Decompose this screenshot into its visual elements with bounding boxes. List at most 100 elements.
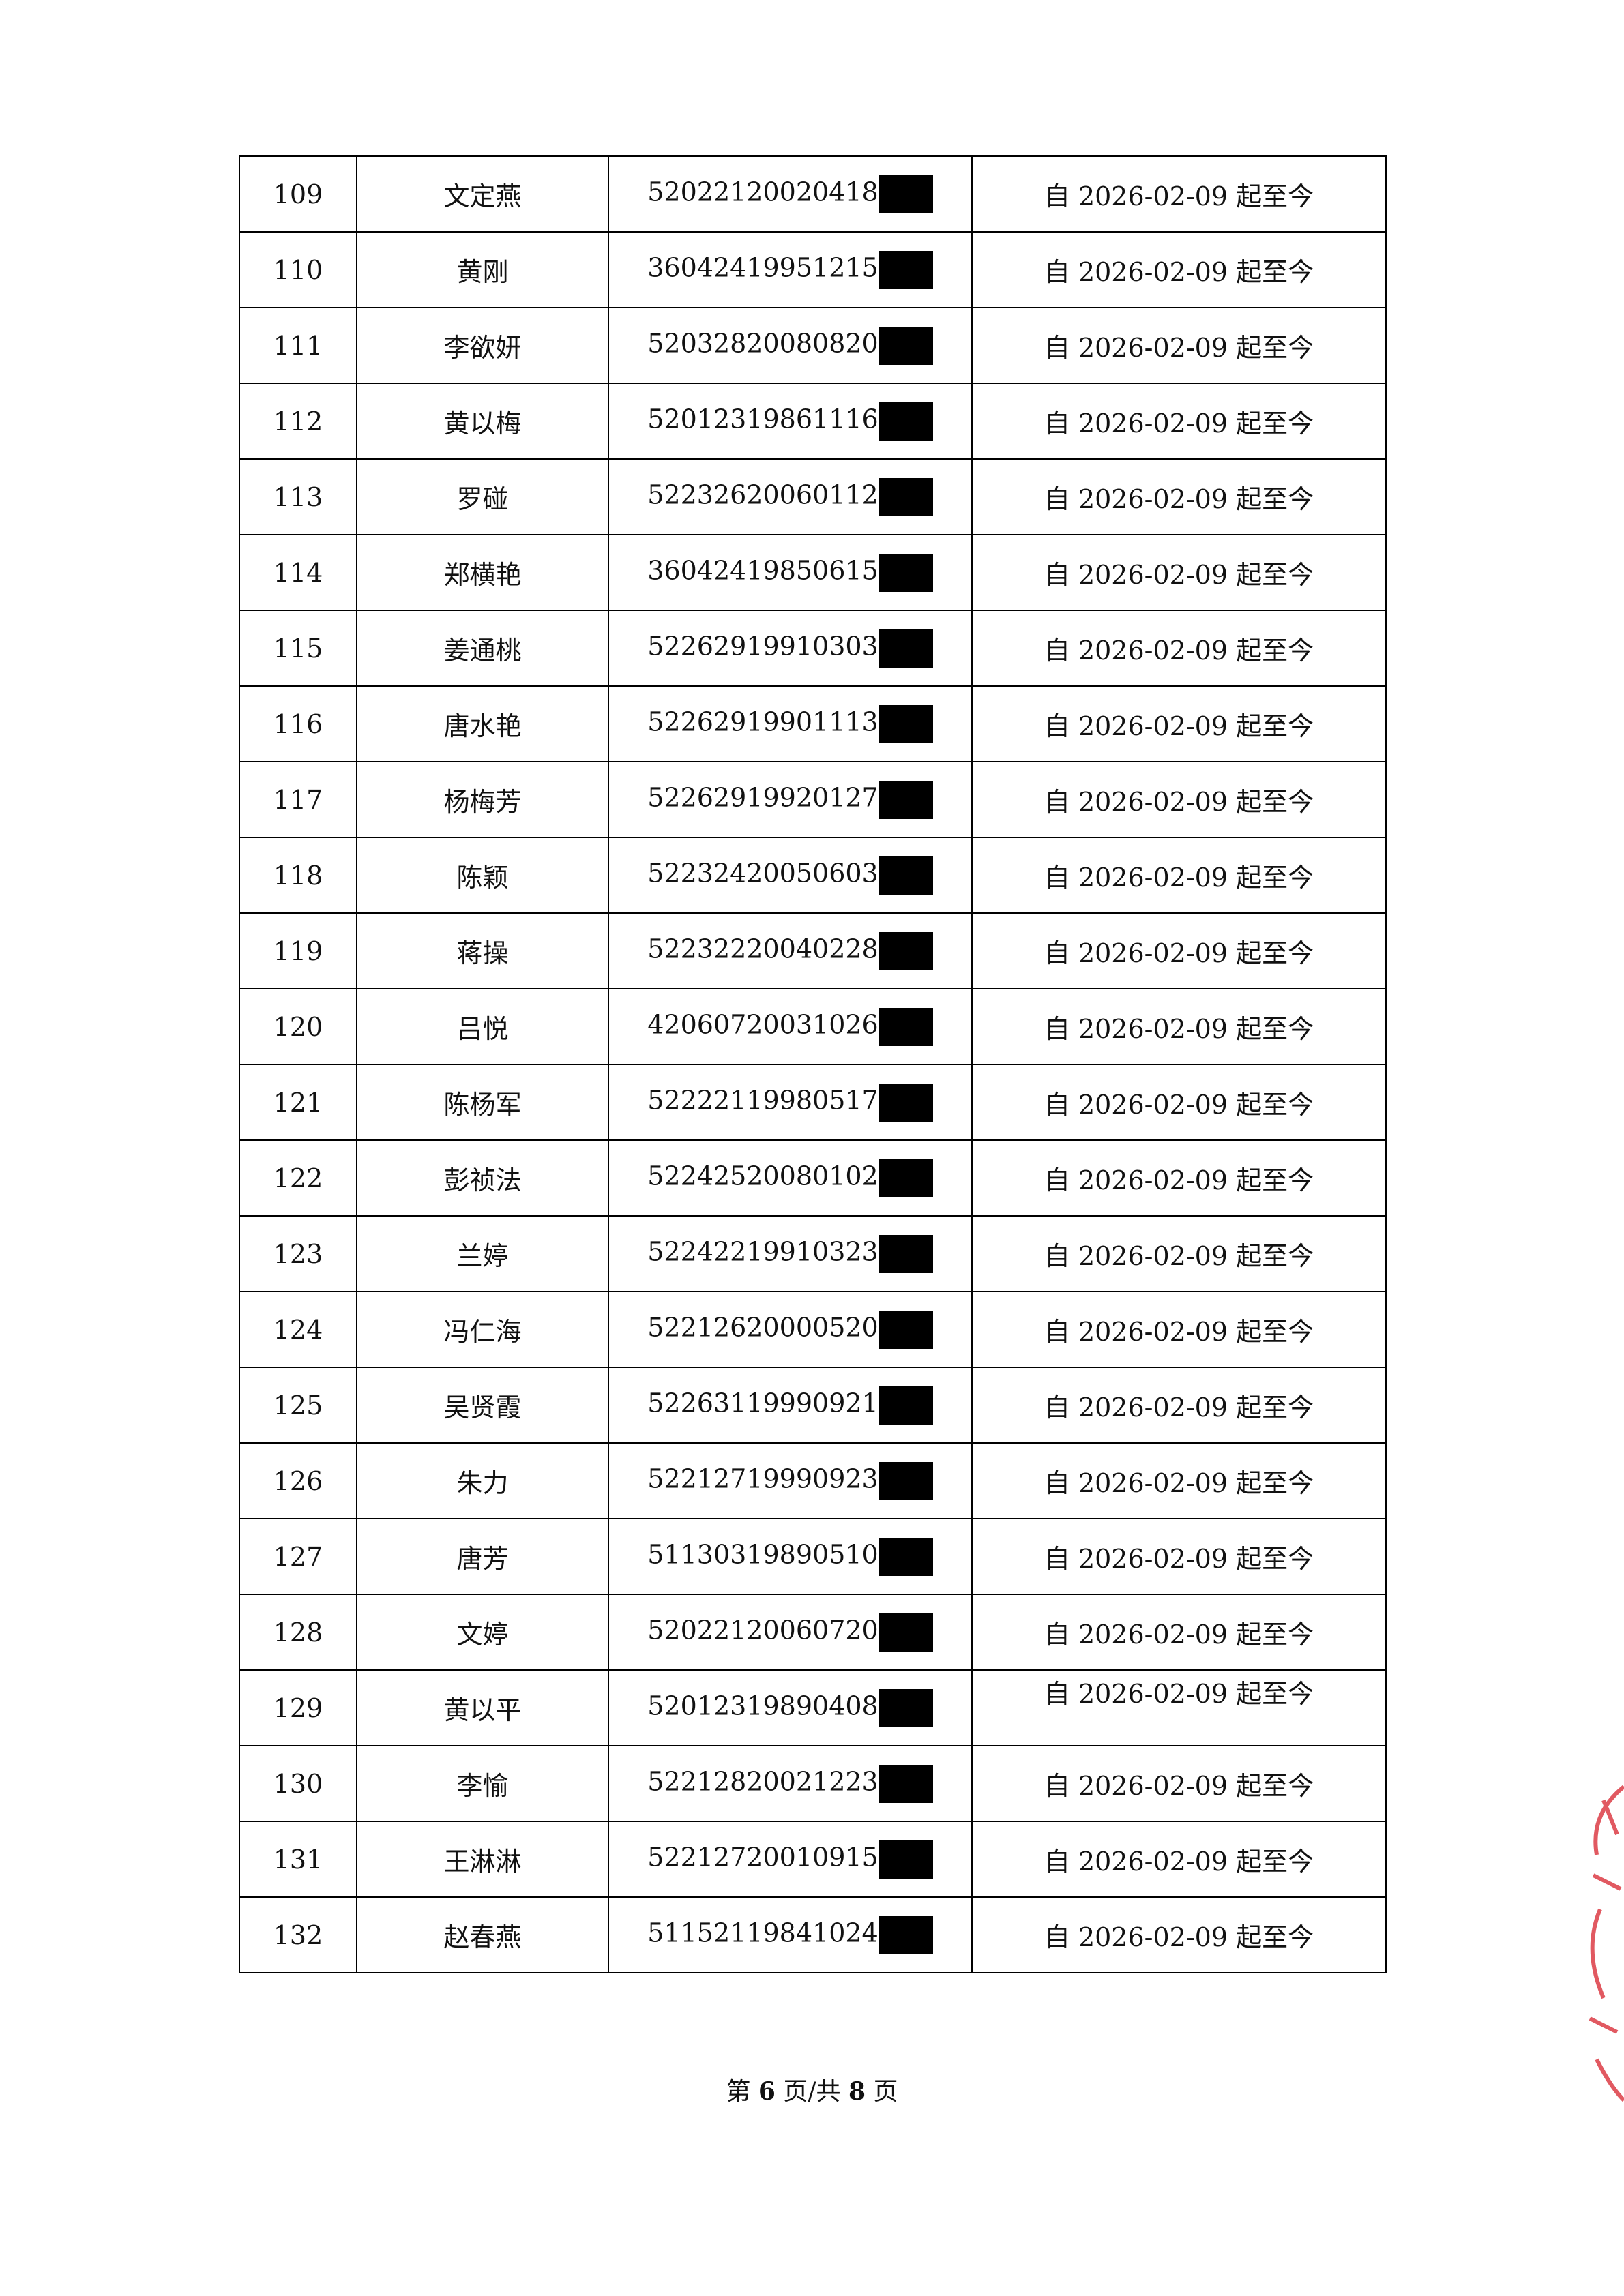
row-number-cell: 127 — [239, 1518, 357, 1595]
redaction — [878, 1386, 933, 1425]
redaction — [878, 780, 933, 819]
id-number-cell: 52232420050603 — [608, 837, 973, 914]
row-number-cell: 128 — [239, 1594, 357, 1671]
id-number-cell: 52212820021223 — [608, 1745, 973, 1822]
footer-text: 第 — [726, 2078, 751, 2106]
row-number-cell: 116 — [239, 685, 357, 762]
id-number: 52212719990923 — [647, 1463, 879, 1493]
period: 自 2026-02-09 起至今 — [1044, 787, 1314, 817]
table-row: 129 黄以平 52012319890408 自 2026-02-09 起至今 — [239, 1669, 1387, 1746]
redaction — [878, 1234, 933, 1273]
row-number: 131 — [273, 1844, 323, 1875]
page-number: 8 — [848, 2077, 866, 2106]
row-number: 116 — [273, 709, 323, 739]
period-cell: 自 2026-02-09 起至今 — [971, 1594, 1387, 1671]
id-number: 52262919901113 — [647, 706, 879, 736]
person-name: 蒋操 — [456, 938, 509, 968]
id-number-cell: 52263119990921 — [608, 1367, 973, 1444]
row-number: 112 — [273, 406, 323, 436]
id-number-cell: 52242520080102 — [608, 1139, 973, 1217]
table-row: 118 陈颖 52232420050603 自 2026-02-09 起至今 — [239, 837, 1387, 914]
person-name: 姜通桃 — [443, 636, 522, 666]
id-number-cell: 52032820080820 — [608, 307, 973, 384]
person-name-cell: 唐芳 — [356, 1518, 609, 1595]
id-number-cell: 52262919901113 — [608, 685, 973, 762]
person-name-cell: 彭祯法 — [356, 1139, 609, 1217]
id-number: 52262919910303 — [647, 631, 879, 661]
row-number: 124 — [273, 1314, 323, 1345]
redaction — [878, 1613, 933, 1652]
table-row: 115 姜通桃 52262919910303 自 2026-02-09 起至今 — [239, 610, 1387, 687]
period-cell: 自 2026-02-09 起至今 — [971, 1064, 1387, 1141]
person-name: 文定燕 — [443, 181, 522, 211]
row-number-cell: 120 — [239, 988, 357, 1065]
id-number: 42060720031026 — [647, 1009, 879, 1039]
redaction — [878, 1764, 933, 1803]
table-row: 128 文婷 52022120060720 自 2026-02-09 起至今 — [239, 1594, 1387, 1671]
period: 自 2026-02-09 起至今 — [1044, 1392, 1314, 1422]
redaction — [878, 1537, 933, 1576]
id-number: 52242520080102 — [647, 1161, 879, 1191]
period: 自 2026-02-09 起至今 — [1044, 1679, 1314, 1709]
table-row: 113 罗碰 52232620060112 自 2026-02-09 起至今 — [239, 458, 1387, 535]
table-row: 127 唐芳 51130319890510 自 2026-02-09 起至今 — [239, 1518, 1387, 1595]
row-number: 129 — [273, 1693, 323, 1723]
row-number: 111 — [273, 330, 323, 361]
period-cell: 自 2026-02-09 起至今 — [971, 1669, 1387, 1746]
row-number-cell: 131 — [239, 1821, 357, 1898]
table-row: 132 赵春燕 51152119841024 自 2026-02-09 起至今 — [239, 1896, 1387, 1973]
redaction — [878, 1688, 933, 1727]
id-number-cell: 52012319861116 — [608, 383, 973, 460]
person-name-cell: 李愉 — [356, 1745, 609, 1822]
row-number: 122 — [273, 1163, 323, 1193]
person-name-cell: 杨梅芳 — [356, 761, 609, 838]
id-number: 52262919920127 — [647, 782, 879, 812]
person-name: 吕悦 — [456, 1014, 509, 1044]
person-name: 兰婷 — [456, 1241, 509, 1271]
period: 自 2026-02-09 起至今 — [1044, 333, 1314, 363]
person-name: 陈杨军 — [443, 1090, 522, 1120]
person-name: 郑横艳 — [443, 560, 522, 590]
row-number: 109 — [273, 179, 323, 209]
period: 自 2026-02-09 起至今 — [1044, 636, 1314, 666]
redaction — [878, 1159, 933, 1197]
row-number: 130 — [273, 1768, 323, 1799]
row-number-cell: 122 — [239, 1139, 357, 1217]
period-cell: 自 2026-02-09 起至今 — [971, 1139, 1387, 1217]
period-cell: 自 2026-02-09 起至今 — [971, 837, 1387, 914]
stamp — [1589, 1785, 1624, 2102]
table-row: 111 李欲妍 52032820080820 自 2026-02-09 起至今 — [239, 307, 1387, 384]
period: 自 2026-02-09 起至今 — [1044, 484, 1314, 514]
id-number: 52032820080820 — [647, 328, 879, 358]
id-number: 51130319890510 — [647, 1539, 879, 1569]
redaction — [878, 1461, 933, 1500]
row-number: 123 — [273, 1238, 323, 1269]
period: 自 2026-02-09 起至今 — [1044, 1544, 1314, 1574]
id-number-cell: 51152119841024 — [608, 1896, 973, 1973]
page-number: 6 — [758, 2077, 776, 2106]
id-number: 52012319861116 — [647, 404, 879, 434]
period-cell: 自 2026-02-09 起至今 — [971, 1215, 1387, 1292]
table-row: 120 吕悦 42060720031026 自 2026-02-09 起至今 — [239, 988, 1387, 1065]
table-row: 119 蒋操 52232220040228 自 2026-02-09 起至今 — [239, 912, 1387, 989]
footer-text: 页/共 — [783, 2078, 841, 2106]
row-number-cell: 126 — [239, 1442, 357, 1519]
person-name: 唐芳 — [456, 1544, 509, 1574]
person-name-cell: 姜通桃 — [356, 610, 609, 687]
period-cell: 自 2026-02-09 起至今 — [971, 383, 1387, 460]
person-name-cell: 蒋操 — [356, 912, 609, 989]
period-cell: 自 2026-02-09 起至今 — [971, 1367, 1387, 1444]
period-cell: 自 2026-02-09 起至今 — [971, 1745, 1387, 1822]
redaction — [878, 326, 933, 365]
period: 自 2026-02-09 起至今 — [1044, 408, 1314, 438]
id-number: 52232620060112 — [647, 479, 879, 509]
person-name-cell: 黄以平 — [356, 1669, 609, 1746]
redaction — [878, 553, 933, 592]
redaction — [878, 856, 933, 895]
id-number-cell: 52012319890408 — [608, 1669, 973, 1746]
period: 自 2026-02-09 起至今 — [1044, 863, 1314, 893]
period-cell: 自 2026-02-09 起至今 — [971, 1291, 1387, 1368]
period-cell: 自 2026-02-09 起至今 — [971, 534, 1387, 611]
person-name-cell: 吕悦 — [356, 988, 609, 1065]
